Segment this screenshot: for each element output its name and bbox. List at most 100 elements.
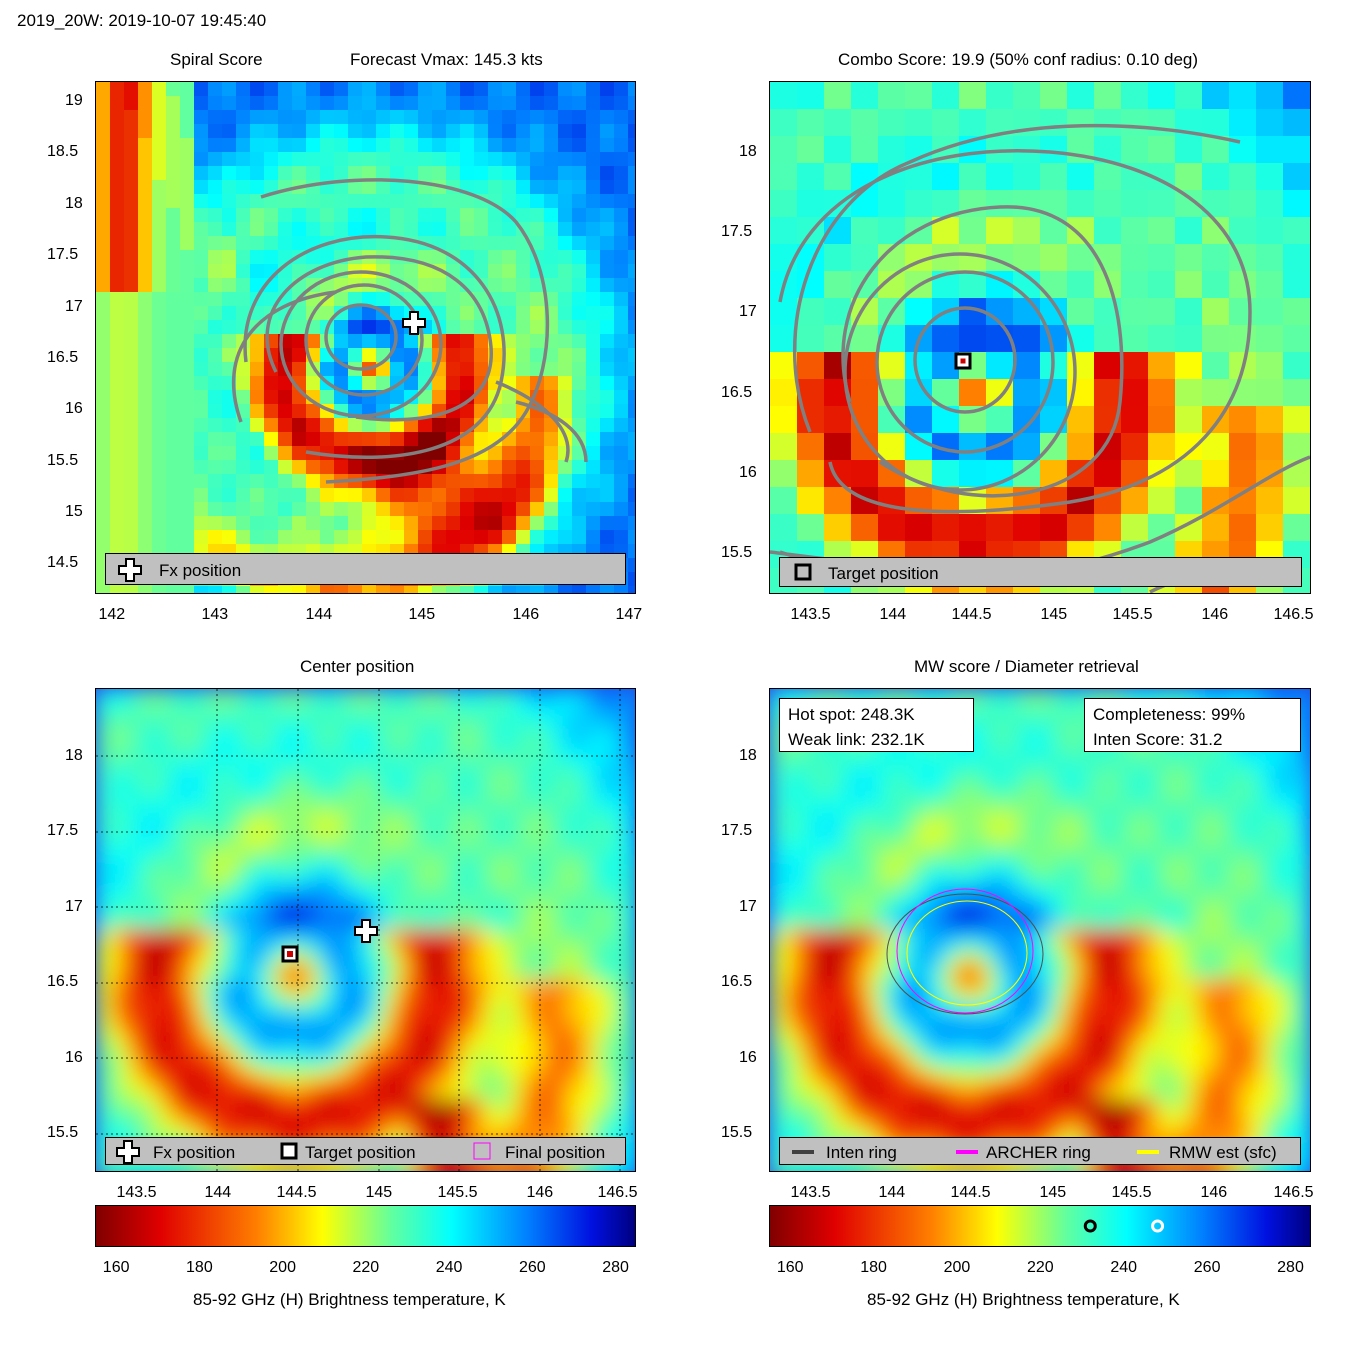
heatmap-cell	[264, 586, 278, 593]
heatmap-cell	[376, 292, 390, 306]
field-cell	[286, 929, 297, 940]
field-cell	[336, 829, 347, 840]
field-cell	[1110, 749, 1121, 760]
field-cell	[276, 1079, 287, 1090]
heatmap-cell	[180, 474, 194, 488]
field-cell	[166, 859, 177, 870]
field-cell	[376, 779, 387, 790]
field-cell	[96, 1139, 107, 1150]
field-cell	[576, 1109, 587, 1120]
heatmap-cell	[236, 376, 250, 390]
heatmap-cell	[1283, 406, 1310, 433]
field-cell	[416, 949, 427, 960]
heatmap-cell	[628, 110, 635, 124]
field-cell	[116, 1019, 127, 1030]
field-cell	[366, 999, 377, 1010]
field-cell	[566, 859, 577, 870]
field-cell	[286, 769, 297, 780]
heatmap-cell	[1013, 379, 1040, 406]
field-cell	[336, 969, 347, 980]
heatmap-cell	[628, 152, 635, 166]
field-cell	[616, 829, 627, 840]
heatmap-cell	[502, 362, 516, 376]
field-cell	[426, 1119, 437, 1130]
field-cell	[166, 729, 177, 740]
field-cell	[426, 689, 437, 700]
field-cell	[116, 1029, 127, 1040]
heatmap-cell	[1013, 352, 1040, 379]
field-cell	[166, 719, 177, 730]
field-cell	[256, 959, 267, 970]
field-cell	[396, 899, 407, 910]
field-cell	[606, 919, 617, 930]
field-cell	[526, 739, 537, 750]
field-cell	[536, 919, 547, 930]
heatmap-cell	[586, 152, 600, 166]
field-cell	[516, 1129, 527, 1140]
heatmap-cell	[446, 166, 460, 180]
field-cell	[176, 989, 187, 1000]
field-cell	[116, 719, 127, 730]
field-cell	[576, 1119, 587, 1130]
field-cell	[586, 1109, 597, 1120]
heatmap-cell	[96, 110, 110, 124]
field-cell	[216, 699, 227, 710]
heatmap-cell	[558, 110, 572, 124]
field-cell	[276, 689, 287, 700]
field-cell	[606, 689, 617, 700]
heatmap-cell	[250, 460, 264, 474]
heatmap-cell	[124, 152, 138, 166]
field-cell	[326, 949, 337, 960]
heatmap-cell	[1013, 406, 1040, 433]
field-cell	[176, 1019, 187, 1030]
heatmap-cell	[544, 82, 558, 96]
heatmap-cell	[614, 180, 628, 194]
field-cell	[606, 799, 617, 810]
field-cell	[596, 1089, 607, 1100]
field-cell	[516, 1029, 527, 1040]
heatmap-cell	[264, 194, 278, 208]
field-cell	[256, 929, 267, 940]
field-cell	[506, 979, 517, 990]
field-cell	[186, 739, 197, 750]
heatmap-cell	[208, 446, 222, 460]
field-cell	[156, 959, 167, 970]
heatmap-cell	[278, 110, 292, 124]
field-cell	[106, 889, 117, 900]
field-cell	[416, 939, 427, 950]
field-cell	[426, 819, 437, 830]
heatmap-cell	[194, 292, 208, 306]
heatmap-cell	[572, 390, 586, 404]
field-cell	[546, 759, 557, 770]
field-cell	[176, 1109, 187, 1120]
field-cell	[196, 919, 207, 930]
field-cell	[266, 979, 277, 990]
field-cell	[556, 769, 567, 780]
field-cell	[96, 899, 107, 910]
heatmap-cell	[208, 96, 222, 110]
heatmap-cell	[390, 152, 404, 166]
heatmap-cell	[418, 362, 432, 376]
field-cell	[466, 1059, 477, 1070]
field-cell	[556, 909, 567, 920]
heatmap-cell	[180, 362, 194, 376]
field-cell	[96, 719, 107, 730]
x-tick-label: 144	[204, 1184, 232, 1201]
heatmap-cell	[600, 502, 614, 516]
field-cell	[376, 979, 387, 990]
field-cell	[126, 989, 137, 1000]
heatmap-cell	[1175, 271, 1202, 298]
field-cell	[236, 1009, 247, 1020]
heatmap-cell	[474, 82, 488, 96]
field-cell	[396, 829, 407, 840]
heatmap-cell	[222, 96, 236, 110]
heatmap-cell	[530, 306, 544, 320]
heatmap-cell	[614, 446, 628, 460]
field-cell	[436, 889, 447, 900]
field-cell	[606, 1019, 617, 1030]
heatmap-cell	[824, 163, 851, 190]
heatmap-cell	[362, 418, 376, 432]
field-cell	[586, 889, 597, 900]
field-cell	[226, 709, 237, 720]
field-cell	[426, 859, 437, 870]
